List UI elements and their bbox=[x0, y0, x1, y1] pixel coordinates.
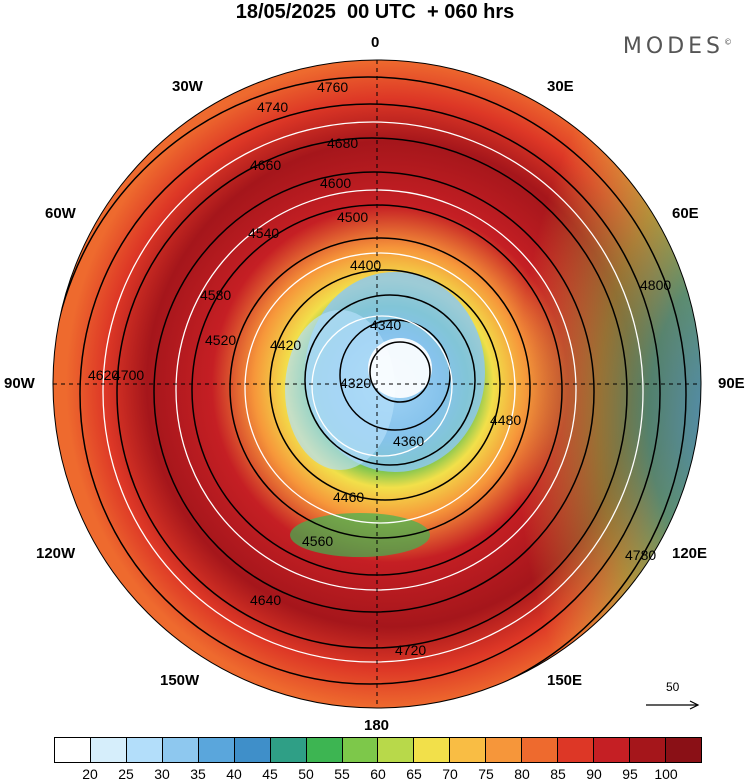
colorbar-cell bbox=[594, 738, 630, 762]
colorbar-tick-label: 65 bbox=[406, 766, 422, 782]
reference-vector: 50 bbox=[640, 680, 710, 720]
contour-label: 4780 bbox=[625, 547, 656, 563]
contour-label: 4360 bbox=[393, 433, 424, 449]
reference-arrow-icon bbox=[646, 700, 700, 710]
contour-label: 4320 bbox=[340, 375, 371, 391]
contour-label: 4500 bbox=[337, 209, 368, 225]
contour-label: 4520 bbox=[205, 332, 236, 348]
contour-label: 4760 bbox=[317, 79, 348, 95]
colorbar-tick-label: 70 bbox=[442, 766, 458, 782]
contour-label: 4640 bbox=[250, 592, 281, 608]
colorbar-tick-label: 100 bbox=[654, 766, 678, 782]
colorbar-cell bbox=[665, 738, 701, 762]
contour-label: 4740 bbox=[257, 99, 288, 115]
lon-label-150e: 150E bbox=[547, 672, 583, 689]
colorbar-cell bbox=[522, 738, 559, 762]
colorbar-cell bbox=[126, 738, 163, 762]
colorbar-cell bbox=[414, 738, 451, 762]
colorbar-tick-label: 95 bbox=[622, 766, 638, 782]
reference-vector-label: 50 bbox=[666, 680, 680, 694]
chart-title: 18/05/2025 00 UTC + 060 hrs bbox=[235, 1, 515, 23]
lon-label-0: 0 bbox=[371, 34, 380, 51]
contour-label: 4460 bbox=[333, 489, 364, 505]
contour-label: 4660 bbox=[250, 157, 281, 173]
colorbar-cell bbox=[270, 738, 307, 762]
contour-label: 4620 bbox=[88, 367, 119, 383]
graticule bbox=[53, 60, 701, 708]
lon-label-90w: 90W bbox=[4, 375, 35, 392]
colorbar-tick-label: 45 bbox=[262, 766, 278, 782]
colorbar-cell bbox=[234, 738, 271, 762]
polar-map: 4760 4740 4680 4660 4600 4540 4500 4400 … bbox=[52, 59, 702, 709]
contour-label: 4800 bbox=[640, 277, 671, 293]
colorbar-cell bbox=[342, 738, 379, 762]
brand-copyright-mark: © bbox=[724, 37, 732, 47]
contour-labels: 4760 4740 4680 4660 4600 4540 4500 4400 … bbox=[88, 79, 671, 658]
contour-label: 4600 bbox=[320, 175, 351, 191]
colorbar-cell bbox=[486, 738, 523, 762]
colorbar-tick-label: 50 bbox=[298, 766, 314, 782]
colorbar-cell bbox=[55, 738, 91, 762]
colorbar-tick-label: 55 bbox=[334, 766, 350, 782]
colorbar-cell bbox=[378, 738, 415, 762]
colorbar-tick-label: 40 bbox=[226, 766, 242, 782]
colorbar-cell bbox=[198, 738, 235, 762]
map-border bbox=[52, 59, 702, 709]
colorbar-tick-label: 25 bbox=[118, 766, 134, 782]
lon-label-180: 180 bbox=[364, 717, 390, 734]
contour-label: 4680 bbox=[327, 135, 358, 151]
lon-label-120w: 120W bbox=[36, 545, 76, 562]
lon-label-150w: 150W bbox=[160, 672, 200, 689]
colorbar-tick-label: 80 bbox=[514, 766, 530, 782]
lon-label-90e: 90E bbox=[718, 375, 745, 392]
lon-label-30w: 30W bbox=[172, 78, 203, 95]
colorbar-tick-label: 20 bbox=[82, 766, 98, 782]
colorbar-tick-label: 85 bbox=[550, 766, 566, 782]
contour-label: 4720 bbox=[395, 642, 426, 658]
contour-label: 4560 bbox=[302, 533, 333, 549]
colorbar-tick-label: 60 bbox=[370, 766, 386, 782]
colorbar-cell bbox=[558, 738, 595, 762]
contour-label: 4420 bbox=[270, 337, 301, 353]
colorbar-cell bbox=[630, 738, 666, 762]
lon-label-60w: 60W bbox=[45, 205, 76, 222]
contour-label: 4400 bbox=[350, 257, 381, 273]
lon-label-120e: 120E bbox=[672, 545, 708, 562]
contour-label: 4340 bbox=[370, 317, 401, 333]
colorbar-tick-label: 75 bbox=[478, 766, 494, 782]
colorbar-cell bbox=[450, 738, 487, 762]
wind-streamlines bbox=[102, 121, 644, 663]
colorbar-tick-label: 35 bbox=[190, 766, 206, 782]
wind-speed-shading bbox=[53, 60, 701, 708]
colorbar-cell bbox=[306, 738, 343, 762]
lon-label-30e: 30E bbox=[547, 78, 574, 95]
brand-name: MODES bbox=[622, 34, 724, 59]
colorbar-tick-label: 90 bbox=[586, 766, 602, 782]
colorbar-tick-label: 30 bbox=[154, 766, 170, 782]
contour-label: 4700 bbox=[113, 367, 144, 383]
colorbar-cell bbox=[90, 738, 127, 762]
brand-logo: MODES© bbox=[623, 34, 732, 59]
lon-label-60e: 60E bbox=[672, 205, 699, 222]
colorbar bbox=[54, 737, 702, 763]
contour-label: 4580 bbox=[200, 287, 231, 303]
contour-label: 4480 bbox=[490, 412, 521, 428]
colorbar-cell bbox=[162, 738, 199, 762]
contour-label: 4540 bbox=[248, 225, 279, 241]
colorbar-ticks: 20 25 30 35 40 45 50 55 60 65 70 75 80 85 90 95 100 bbox=[54, 766, 702, 782]
